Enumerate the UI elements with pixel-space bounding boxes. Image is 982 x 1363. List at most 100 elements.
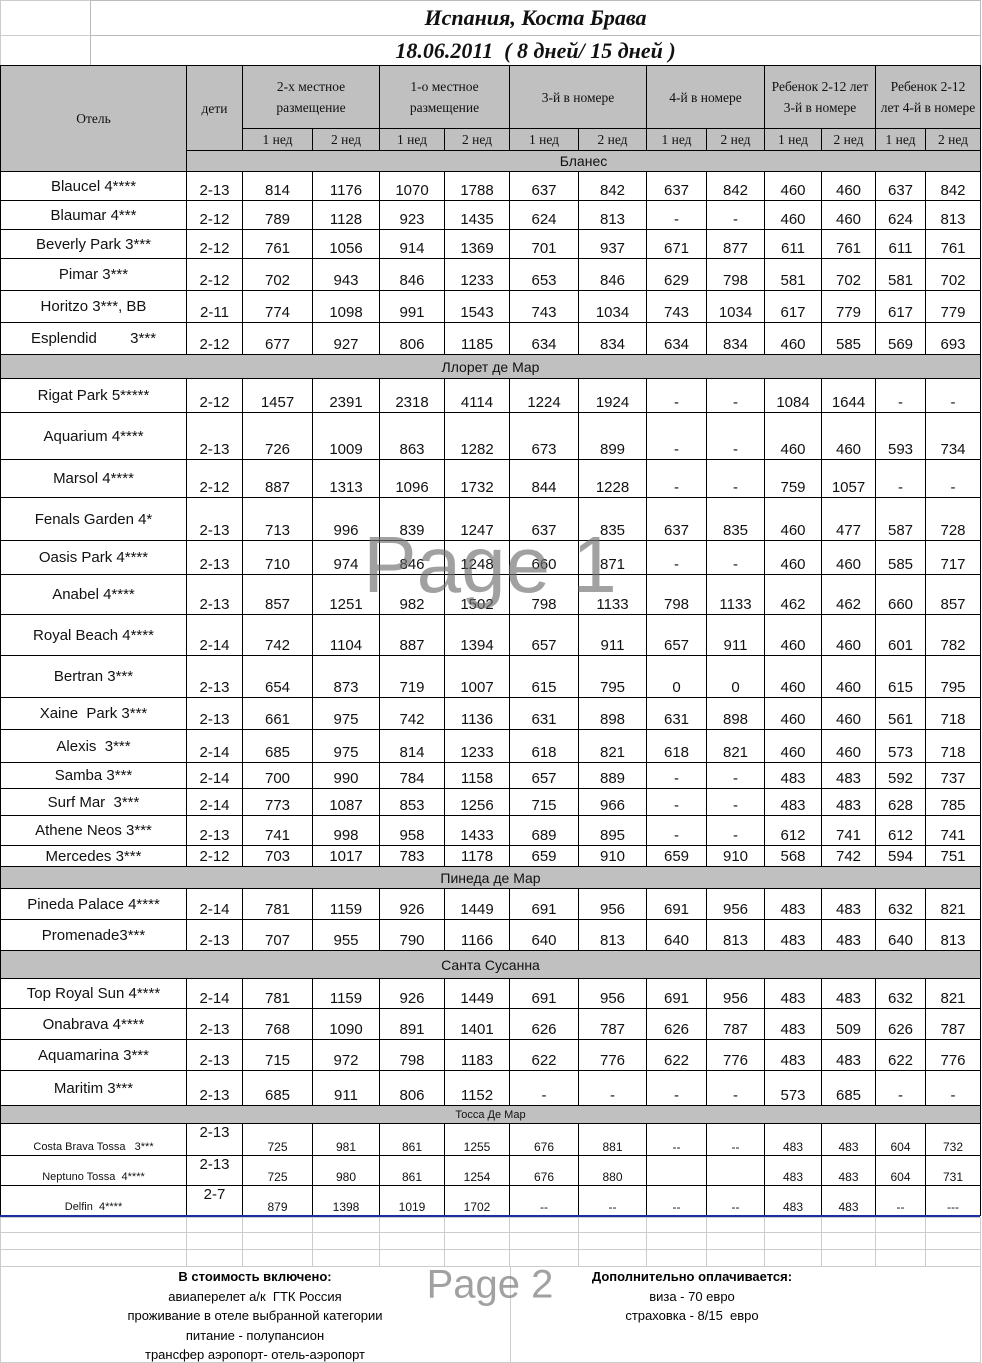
price: 703 [242, 845, 313, 867]
price: 659 [509, 845, 579, 867]
price: 877 [706, 229, 765, 259]
kids-age: 2-14 [186, 729, 243, 763]
price: 631 [509, 697, 579, 730]
empty-cell [242, 1249, 313, 1267]
price: 879 [242, 1185, 313, 1216]
empty-cell [0, 1217, 187, 1233]
price: 460 [764, 614, 822, 656]
price: 1401 [444, 1008, 510, 1040]
empty-cell [444, 1232, 510, 1250]
price: 842 [706, 171, 765, 201]
price: 573 [875, 729, 926, 763]
price: 628 [875, 788, 926, 816]
price: 857 [242, 574, 313, 615]
price: 657 [646, 614, 707, 656]
price: 861 [379, 1155, 445, 1186]
empty-cell [509, 1232, 579, 1250]
header-week: 2 нед [821, 128, 876, 151]
price: 626 [509, 1008, 579, 1040]
price: 617 [764, 290, 822, 323]
price: 640 [509, 919, 579, 951]
price: -- [706, 1123, 765, 1156]
blank-cell [0, 35, 91, 66]
price: 462 [764, 574, 822, 615]
price: 1133 [706, 574, 765, 615]
price: 460 [821, 655, 876, 698]
empty-cell [312, 1249, 380, 1267]
price: 981 [312, 1123, 380, 1156]
hotel-name: Blaucel 4**** [0, 171, 187, 201]
price: 604 [875, 1123, 926, 1156]
price: 956 [706, 888, 765, 920]
price: - [875, 378, 926, 413]
price: 911 [312, 1070, 380, 1106]
price: 2318 [379, 378, 445, 413]
price: 998 [312, 815, 380, 846]
included-item: трансфер аэропорт- отель-аэропорт [144, 1346, 366, 1362]
price: 715 [509, 788, 579, 816]
kids-age: 2-12 [186, 200, 243, 230]
price: 1433 [444, 815, 510, 846]
price: 702 [821, 258, 876, 291]
price: 784 [379, 762, 445, 789]
price: 462 [821, 574, 876, 615]
price: 612 [875, 815, 926, 846]
price: 693 [925, 322, 981, 355]
price: 795 [925, 655, 981, 698]
price: 776 [706, 1039, 765, 1071]
price: 761 [925, 229, 981, 259]
price: - [925, 1070, 981, 1106]
empty-cell [821, 1217, 876, 1233]
price: 676 [509, 1155, 579, 1186]
price: 629 [646, 258, 707, 291]
price: 483 [821, 888, 876, 920]
price: 956 [578, 888, 647, 920]
kids-age: 2-13 [186, 1155, 243, 1186]
price: 624 [875, 200, 926, 230]
page-watermark: Page 2 [426, 1262, 554, 1307]
price: 726 [242, 412, 313, 460]
price: 911 [578, 614, 647, 656]
price: 1056 [312, 229, 380, 259]
price: 1233 [444, 258, 510, 291]
price: 956 [706, 978, 765, 1009]
empty-cell [925, 1217, 981, 1233]
price: 701 [509, 229, 579, 259]
price: 955 [312, 919, 380, 951]
price: 483 [821, 1123, 876, 1156]
price: 737 [925, 762, 981, 789]
kids-age: 2-13 [186, 1070, 243, 1106]
price: - [925, 378, 981, 413]
price: 702 [242, 258, 313, 291]
price: 1644 [821, 378, 876, 413]
empty-cell [764, 1249, 822, 1267]
price: 779 [925, 290, 981, 323]
price: 1158 [444, 762, 510, 789]
price: 593 [875, 412, 926, 460]
kids-age: 2-7 [186, 1185, 243, 1216]
price: - [706, 540, 765, 575]
header-week: 1 нед [379, 128, 445, 151]
header-group: 2-х местное размещение [242, 65, 380, 129]
price: 806 [379, 1070, 445, 1106]
price: 483 [764, 1185, 822, 1216]
price: 483 [764, 1155, 822, 1186]
price: 813 [925, 200, 981, 230]
price: 483 [821, 1155, 876, 1186]
empty-cell [0, 1232, 187, 1250]
hotel-name: Samba 3*** [0, 762, 187, 789]
hotel-name: Anabel 4**** [0, 574, 187, 615]
price: 834 [706, 322, 765, 355]
header-week: 1 нед [509, 128, 579, 151]
price: 813 [578, 200, 647, 230]
price: 895 [578, 815, 647, 846]
price: 615 [875, 655, 926, 698]
price: 612 [764, 815, 822, 846]
price: 585 [875, 540, 926, 575]
header-group: 3-й в номере [509, 65, 647, 129]
price: 659 [646, 845, 707, 867]
price: 914 [379, 229, 445, 259]
empty-cell [0, 1249, 187, 1267]
price: 1152 [444, 1070, 510, 1106]
kids-age: 2-14 [186, 978, 243, 1009]
